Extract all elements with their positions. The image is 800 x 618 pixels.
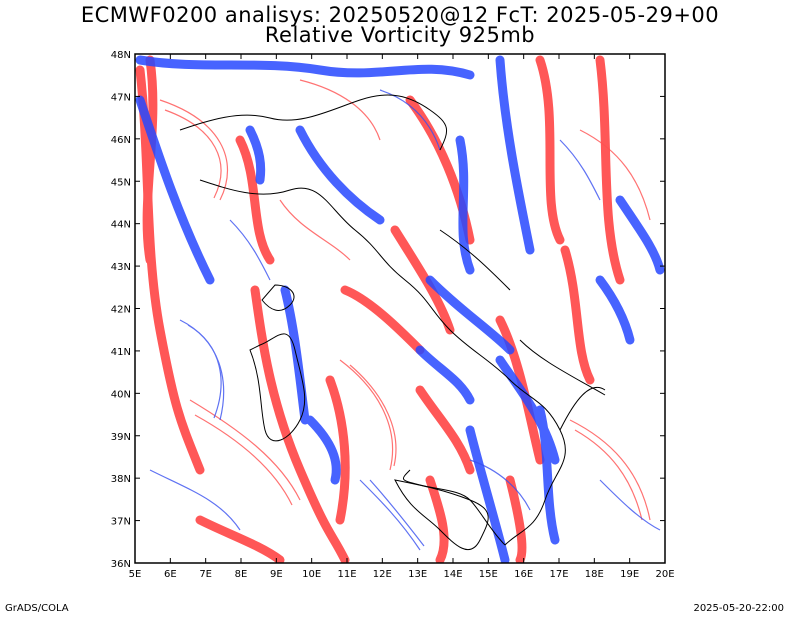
- lon-label: 16E: [514, 569, 533, 580]
- latitude-axis: 36N 37N 38N 39N 40N 41N 42N 43N 44N 45N 46N 47N 48N: [111, 50, 665, 570]
- coastlines: [179, 94, 606, 551]
- longitude-axis: 5E 6E 7E 8E 9E 10E 11E 12E 13E 14E 15E 16E 17E 18E 19E…: [129, 54, 675, 580]
- lat-label: 40N: [111, 389, 131, 400]
- negative-vorticity-contours: [149, 89, 661, 551]
- lat-label: 39N: [111, 432, 131, 443]
- lon-label: 17E: [549, 569, 568, 580]
- lon-label: 18E: [585, 569, 604, 580]
- lon-label: 7E: [199, 569, 212, 580]
- lon-label: 5E: [129, 569, 142, 580]
- lat-label: 37N: [111, 517, 131, 528]
- lat-label: 46N: [111, 135, 131, 146]
- lat-label: 42N: [111, 305, 131, 316]
- lon-label: 19E: [620, 569, 639, 580]
- lon-label: 12E: [373, 569, 392, 580]
- lon-label: 15E: [479, 569, 498, 580]
- lat-label: 48N: [111, 50, 131, 61]
- lon-label: 10E: [302, 569, 321, 580]
- lon-label: 20E: [655, 569, 674, 580]
- lat-label: 44N: [111, 220, 131, 231]
- lat-label: 36N: [111, 559, 131, 570]
- lon-label: 11E: [337, 569, 356, 580]
- generation-timestamp: 2025-05-20-22:00: [693, 603, 784, 614]
- lat-label: 45N: [111, 177, 131, 188]
- lat-label: 43N: [111, 262, 131, 273]
- lon-label: 8E: [235, 569, 248, 580]
- contour-field: [135, 54, 665, 563]
- negative-vorticity-bands: [135, 55, 665, 563]
- map-title: ECMWF0200 analisys: 20250520@12 FcT: 202…: [80, 3, 720, 27]
- positive-vorticity-contours: [159, 79, 651, 521]
- lon-label: 13E: [408, 569, 427, 580]
- lon-label: 14E: [443, 569, 462, 580]
- lon-label: 9E: [270, 569, 283, 580]
- lon-label: 6E: [164, 569, 177, 580]
- software-credit: GrADS/COLA: [5, 603, 69, 614]
- lat-label: 38N: [111, 474, 131, 485]
- lat-label: 41N: [111, 347, 131, 358]
- lat-label: 47N: [111, 92, 131, 103]
- map-subtitle: Relative Vorticity 925mb: [264, 23, 536, 47]
